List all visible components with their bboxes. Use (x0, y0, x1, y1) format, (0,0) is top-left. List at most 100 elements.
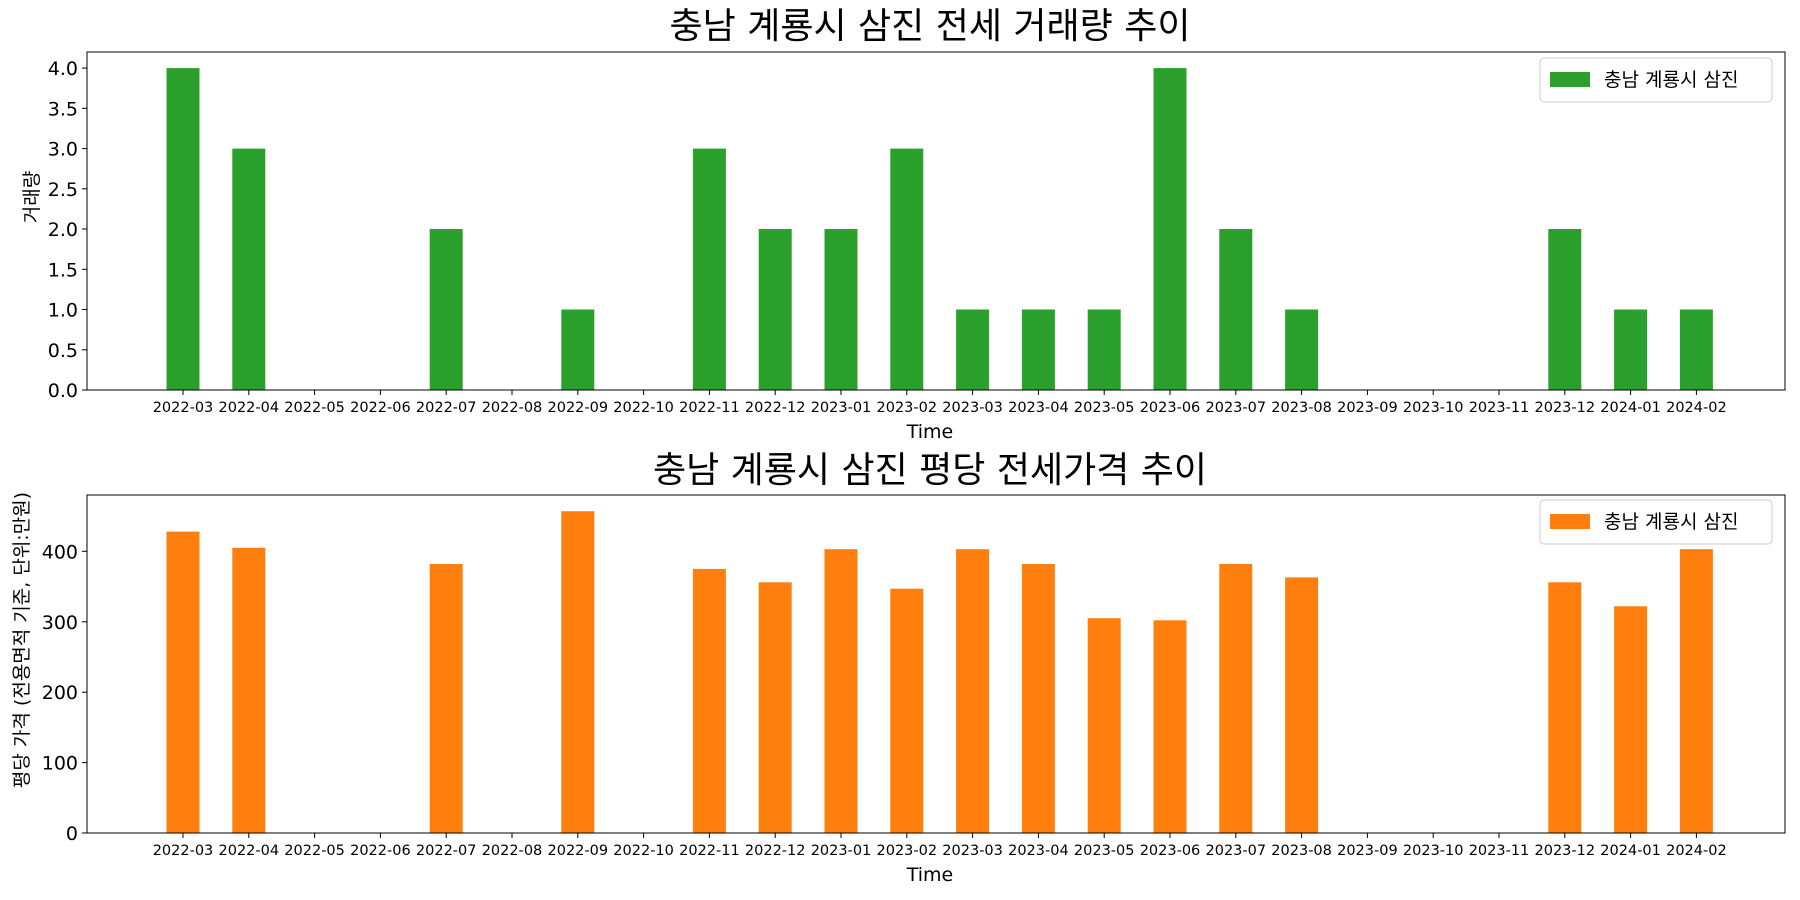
volume-ytick-label: 0.5 (48, 340, 78, 362)
price-xtick-label: 2022-09 (548, 843, 609, 859)
price-xtick-label: 2023-09 (1337, 843, 1398, 859)
price-legend-swatch (1550, 514, 1590, 529)
price-chart-xticks: 2022-03 2022-04 2022-05 2022-06 2022-07 2022-… (153, 833, 1727, 859)
price-xtick-label: 2022-12 (745, 843, 806, 859)
price-bar-2023-07 (1219, 564, 1253, 833)
price-xtick-label: 2023-12 (1535, 843, 1596, 859)
volume-legend-box (1539, 57, 1773, 103)
volume-legend-swatch (1550, 72, 1590, 87)
volume-xtick-label: 2022-12 (745, 400, 806, 416)
volume-bar-2022-12 (758, 229, 792, 390)
volume-chart-xticks: 2022-03 2022-04 2022-05 2022-06 2022-07 2022-… (153, 390, 1727, 416)
volume-chart-yticks: 0.0 0.5 1.0 1.5 2.0 2.5 3.0 3.5 4.0 (48, 58, 87, 402)
price-xtick-label: 2023-08 (1271, 843, 1332, 859)
volume-xtick-label: 2023-02 (877, 400, 938, 416)
price-legend-label: 충남 계룡시 삼진 (1604, 511, 1738, 533)
volume-ytick-label: 3.0 (48, 139, 78, 161)
price-xtick-label: 2024-02 (1666, 843, 1727, 859)
volume-xtick-label: 2023-11 (1469, 400, 1530, 416)
volume-xtick-label: 2022-06 (350, 400, 411, 416)
price-chart-bars (166, 511, 1713, 833)
volume-xtick-label: 2023-06 (1140, 400, 1201, 416)
volume-xtick-label: 2023-04 (1008, 400, 1069, 416)
price-xtick-label: 2023-02 (877, 843, 938, 859)
volume-chart-bars (166, 68, 1713, 390)
price-xtick-label: 2023-05 (1074, 843, 1135, 859)
volume-xtick-label: 2022-04 (219, 400, 280, 416)
price-bar-2023-03 (956, 549, 990, 833)
volume-chart-xlabel: Time (906, 421, 954, 443)
price-bar-2022-12 (758, 582, 792, 833)
price-xtick-label: 2022-03 (153, 843, 214, 859)
price-ytick-label: 400 (42, 541, 78, 563)
price-bar-2023-12 (1548, 582, 1582, 833)
price-bar-2023-08 (1285, 577, 1319, 833)
price-ytick-label: 100 (42, 753, 78, 775)
volume-xtick-label: 2024-01 (1600, 400, 1661, 416)
volume-xtick-label: 2022-10 (613, 400, 674, 416)
price-xtick-label: 2023-03 (942, 843, 1003, 859)
volume-bar-2022-09 (561, 309, 595, 390)
volume-bar-2022-03 (166, 68, 200, 390)
volume-xtick-label: 2022-09 (548, 400, 609, 416)
volume-bar-2023-02 (890, 148, 924, 390)
volume-bar-2023-05 (1087, 309, 1121, 390)
volume-bar-2022-04 (232, 148, 266, 390)
price-bar-2022-07 (429, 564, 463, 833)
price-bar-2022-04 (232, 547, 266, 833)
volume-bar-2023-01 (824, 229, 858, 390)
volume-bar-2023-03 (956, 309, 990, 390)
price-xtick-label: 2022-05 (284, 843, 345, 859)
price-xtick-label: 2024-01 (1600, 843, 1661, 859)
volume-ytick-label: 1.5 (48, 259, 78, 281)
volume-ytick-label: 2.0 (48, 219, 78, 241)
price-chart-title: 충남 계룡시 삼진 평당 전세가격 추이 (653, 450, 1207, 491)
price-xtick-label: 2023-01 (811, 843, 872, 859)
price-xtick-label: 2023-07 (1206, 843, 1267, 859)
price-bar-2024-02 (1679, 549, 1713, 833)
volume-ytick-label: 0.0 (48, 380, 78, 402)
volume-ytick-label: 1.0 (48, 300, 78, 322)
volume-ytick-label: 4.0 (48, 58, 78, 80)
price-chart-legend: 충남 계룡시 삼진 (1539, 499, 1773, 545)
volume-xtick-label: 2022-03 (153, 400, 214, 416)
price-bar-2022-03 (166, 531, 200, 833)
volume-bar-2022-11 (692, 148, 726, 390)
price-xtick-label: 2022-06 (350, 843, 411, 859)
volume-xtick-label: 2023-08 (1271, 400, 1332, 416)
price-xtick-label: 2022-08 (482, 843, 543, 859)
price-legend-box (1539, 499, 1773, 545)
price-bar-2023-06 (1153, 620, 1187, 833)
price-xtick-label: 2022-10 (613, 843, 674, 859)
volume-ytick-label: 2.5 (48, 179, 78, 201)
price-ytick-label: 0 (66, 823, 78, 845)
volume-xtick-label: 2022-07 (416, 400, 477, 416)
price-ytick-label: 300 (42, 612, 78, 634)
volume-ytick-label: 3.5 (48, 98, 78, 120)
volume-chart: 충남 계룡시 삼진 전세 거래량 추이 Time 거래량 0.0 0.5 1.0 1.… (21, 6, 1786, 443)
price-xtick-label: 2022-11 (679, 843, 740, 859)
price-bar-2023-04 (1021, 564, 1055, 833)
volume-legend-label: 충남 계룡시 삼진 (1604, 69, 1738, 91)
price-chart: 충남 계룡시 삼진 평당 전세가격 추이 Time 평당 가격 (전용면적 기준… (11, 450, 1786, 886)
price-bar-2022-09 (561, 511, 595, 833)
volume-xtick-label: 2024-02 (1666, 400, 1727, 416)
volume-xtick-label: 2023-07 (1206, 400, 1267, 416)
volume-xtick-label: 2023-09 (1337, 400, 1398, 416)
volume-bar-2022-07 (429, 229, 463, 390)
price-chart-xlabel: Time (906, 864, 954, 886)
price-chart-frame (86, 494, 1786, 834)
price-xtick-label: 2022-07 (416, 843, 477, 859)
price-chart-yticks: 0 100 200 300 400 (42, 541, 87, 845)
price-ytick-label: 200 (42, 682, 78, 704)
volume-xtick-label: 2023-10 (1403, 400, 1464, 416)
volume-xtick-label: 2023-12 (1535, 400, 1596, 416)
volume-xtick-label: 2023-03 (942, 400, 1003, 416)
volume-chart-title: 충남 계룡시 삼진 전세 거래량 추이 (670, 6, 1191, 47)
volume-xtick-label: 2022-05 (284, 400, 345, 416)
volume-xtick-label: 2023-05 (1074, 400, 1135, 416)
volume-xtick-label: 2023-01 (811, 400, 872, 416)
volume-chart-ylabel: 거래량 (21, 171, 43, 223)
price-bar-2024-01 (1614, 606, 1648, 833)
